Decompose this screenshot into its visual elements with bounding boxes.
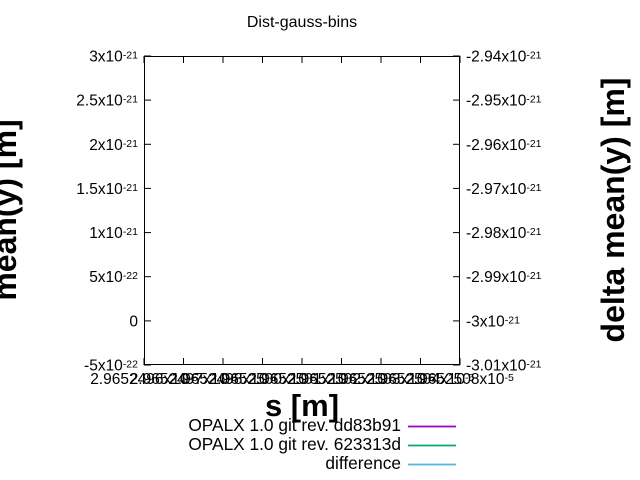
svg-text:Dist-gauss-bins: Dist-gauss-bins <box>247 14 357 31</box>
svg-text:mean(y) [m]: mean(y) [m] <box>0 119 23 300</box>
svg-text:delta mean(y) [m]: delta mean(y) [m] <box>595 78 631 343</box>
svg-text:difference: difference <box>325 453 401 473</box>
svg-text:0: 0 <box>129 313 138 330</box>
svg-text:OPALX 1.0 git rev. dd83b91: OPALX 1.0 git rev. dd83b91 <box>188 415 401 435</box>
svg-text:2.9652508x10-5: 2.9652508x10-5 <box>406 371 514 388</box>
svg-text:OPALX 1.0 git rev. 623313d: OPALX 1.0 git rev. 623313d <box>188 434 401 454</box>
